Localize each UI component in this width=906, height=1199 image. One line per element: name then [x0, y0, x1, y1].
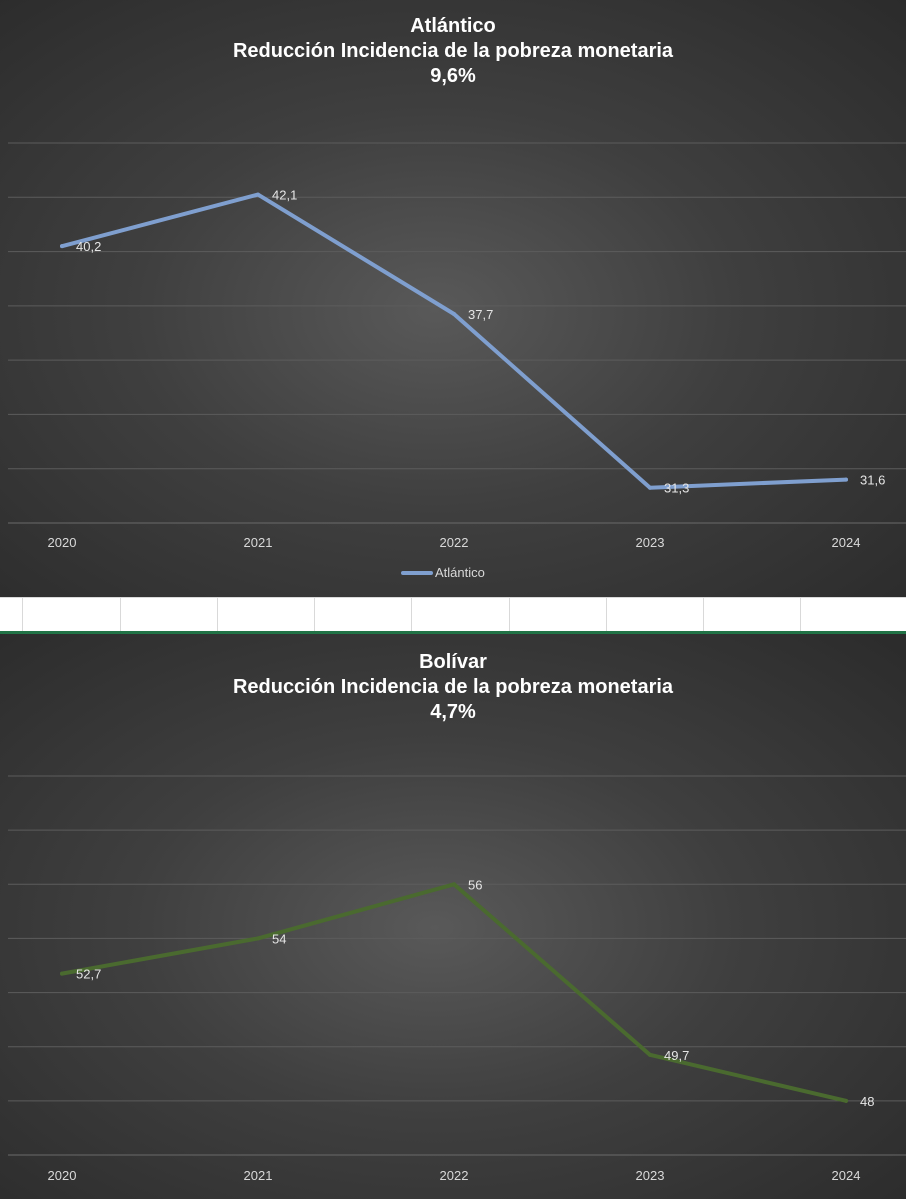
x-tick-label: 2024	[832, 1168, 861, 1183]
data-point	[648, 485, 652, 490]
atlantico-plot: 2020 2021 2022 2023 2024 40,2 42,1 37,7 31,3 31,6…	[8, 142, 906, 580]
chart-headline-value: 9,6%	[430, 65, 476, 87]
x-tick-label: 2021	[244, 535, 273, 550]
series-line	[60, 192, 848, 490]
data-label: 31,3	[664, 481, 689, 496]
data-label: 42,1	[272, 188, 297, 203]
data-label: 31,6	[860, 473, 885, 488]
x-tick-label: 2020	[48, 535, 77, 550]
atlantico-chart: Atlántico Reducción Incidencia de la pob…	[0, 0, 906, 597]
x-tick-label: 2024	[832, 535, 861, 550]
chart-title: Bolívar	[419, 651, 487, 673]
data-label: 49,7	[664, 1048, 689, 1063]
x-tick-label: 2022	[440, 1168, 469, 1183]
data-point	[60, 971, 64, 976]
legend-label: Atlántico	[435, 565, 485, 580]
x-tick-label: 2023	[636, 535, 665, 550]
data-point	[844, 477, 848, 482]
bolivar-chart: Bolívar Reducción Incidencia de la pobre…	[0, 634, 906, 1199]
data-label: 40,2	[76, 239, 101, 254]
chart-subtitle: Reducción Incidencia de la pobreza monet…	[232, 40, 674, 62]
data-label: 52,7	[76, 967, 101, 982]
chart-title: Atlántico	[410, 15, 496, 37]
x-tick-label: 2021	[244, 1168, 273, 1183]
data-point	[256, 192, 260, 197]
data-label: 37,7	[468, 307, 493, 322]
data-point	[452, 312, 456, 316]
chart-title-block: Atlántico Reducción Incidencia de la pob…	[0, 14, 906, 89]
x-tick-label: 2020	[48, 1168, 77, 1183]
data-point	[256, 936, 260, 941]
data-label: 48	[860, 1094, 874, 1109]
chart-title-block: Bolívar Reducción Incidencia de la pobre…	[0, 650, 906, 725]
bolivar-plot: 2020 2021 2022 2023 2024 52,7 54 56 49,7 48	[8, 775, 906, 1183]
data-label: 54	[272, 931, 286, 946]
x-tick-label: 2023	[636, 1168, 665, 1183]
data-point	[452, 882, 456, 887]
x-tick-label: 2022	[440, 535, 469, 550]
chart-subtitle: Reducción Incidencia de la pobreza monet…	[232, 676, 674, 698]
data-point	[648, 1052, 652, 1057]
chart-headline-value: 4,7%	[430, 701, 476, 723]
data-point	[844, 1098, 848, 1103]
data-point	[60, 244, 64, 249]
data-label: 56	[468, 877, 482, 892]
spreadsheet-background	[0, 597, 906, 634]
